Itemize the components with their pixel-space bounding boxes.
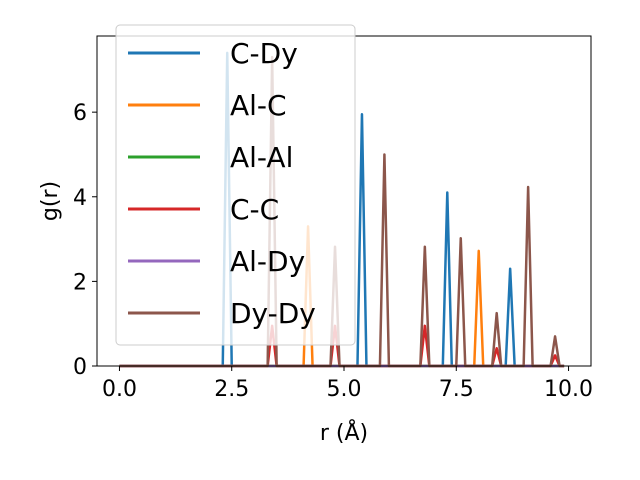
y-axis: 0 2 4 6 (73, 101, 97, 380)
legend-label: Al-Dy (230, 245, 305, 278)
y-axis-label: g(r) (38, 181, 63, 221)
x-tick-label: 2.5 (214, 377, 249, 402)
x-axis-label: r (Å) (320, 419, 368, 446)
y-tick-label: 2 (73, 270, 87, 295)
x-tick-label: 10.0 (544, 377, 593, 402)
x-axis: 0.0 2.5 5.0 7.5 10.0 (102, 366, 593, 402)
legend-label: Al-C (230, 89, 287, 122)
legend-label: C-C (230, 193, 279, 226)
y-tick-label: 6 (73, 101, 87, 126)
x-tick-label: 7.5 (439, 377, 474, 402)
x-tick-label: 5.0 (327, 377, 362, 402)
legend-label: C-Dy (230, 37, 298, 70)
legend-label: Dy-Dy (230, 297, 316, 330)
legend-label: Al-Al (230, 141, 293, 174)
y-tick-label: 4 (73, 186, 87, 211)
legend: C-Dy Al-C Al-Al C-C Al-Dy Dy-Dy (115, 24, 356, 346)
x-tick-label: 0.0 (102, 377, 137, 402)
y-tick-label: 0 (73, 355, 87, 380)
